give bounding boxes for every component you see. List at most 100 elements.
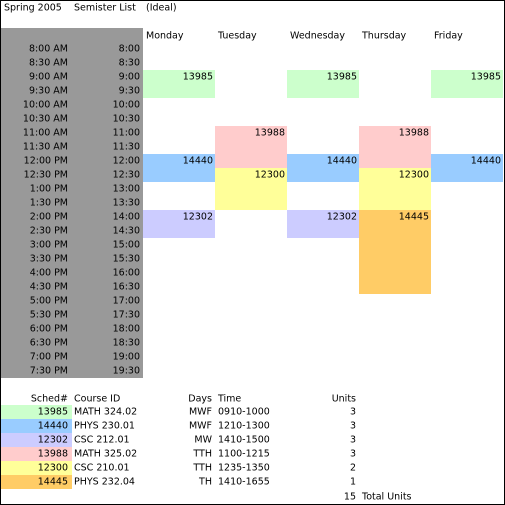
time-ampm: 1:00 PM xyxy=(30,184,68,195)
day-header: Friday xyxy=(434,31,463,42)
class-block xyxy=(431,154,503,182)
time-ampm: 3:30 PM xyxy=(30,254,68,265)
legend-time: 1235-1350 xyxy=(218,463,270,474)
class-block xyxy=(215,168,287,210)
legend-course: CSC 212.01 xyxy=(74,435,130,446)
time-24h: 14:00 xyxy=(113,212,140,223)
legend-swatch xyxy=(1,461,72,475)
legend-swatch xyxy=(1,405,72,419)
time-ampm: 10:00 AM xyxy=(23,100,68,111)
legend-swatch xyxy=(1,419,72,433)
legend-sched: 14445 xyxy=(38,477,68,488)
class-block-label: 13988 xyxy=(399,128,429,139)
legend-course: PHYS 232.04 xyxy=(74,477,135,488)
legend-sched: 12302 xyxy=(38,435,68,446)
time-24h: 17:30 xyxy=(113,310,140,321)
legend-course: MATH 325.02 xyxy=(74,449,137,460)
class-block xyxy=(143,70,215,98)
time-24h: 8:30 xyxy=(119,58,140,69)
term: Spring 2005 xyxy=(4,3,62,14)
legend-header: Sched# xyxy=(31,394,68,405)
legend-course: PHYS 230.01 xyxy=(74,421,135,432)
time-24h: 19:00 xyxy=(113,352,140,363)
class-block-label: 12300 xyxy=(399,170,429,181)
time-ampm: 1:30 PM xyxy=(30,198,68,209)
mode: (Ideal) xyxy=(146,3,177,14)
time-ampm: 5:00 PM xyxy=(30,296,68,307)
legend-units: 3 xyxy=(350,435,356,446)
class-block-label: 14440 xyxy=(471,156,501,167)
class-block-label: 14445 xyxy=(399,212,429,223)
class-block-label: 13985 xyxy=(471,72,501,83)
legend-days: MW xyxy=(194,435,212,446)
time-ampm: 7:30 PM xyxy=(30,366,68,377)
time-24h: 16:00 xyxy=(113,268,140,279)
class-block xyxy=(143,154,215,182)
time-24h: 19:30 xyxy=(113,366,140,377)
time-24h: 12:30 xyxy=(113,170,140,181)
legend-sched: 12300 xyxy=(38,463,68,474)
legend-swatch xyxy=(1,447,72,461)
legend-time: 1100-1215 xyxy=(218,449,270,460)
class-block-label: 14440 xyxy=(327,156,357,167)
day-header: Wednesday xyxy=(290,31,345,42)
time-24h: 10:00 xyxy=(113,100,140,111)
time-ampm: 11:00 AM xyxy=(23,128,68,139)
time-24h: 8:00 xyxy=(119,44,140,55)
class-block xyxy=(431,70,503,98)
time-ampm: 2:00 PM xyxy=(30,212,68,223)
day-header: Thursday xyxy=(361,31,407,42)
time-24h: 10:30 xyxy=(113,114,140,125)
time-24h: 11:30 xyxy=(113,142,140,153)
legend-units: 3 xyxy=(350,407,356,418)
legend-days: TH xyxy=(198,477,212,488)
class-block-label: 14440 xyxy=(183,156,213,167)
time-24h: 9:30 xyxy=(119,86,140,97)
time-24h: 14:30 xyxy=(113,226,140,237)
legend-days: MWF xyxy=(189,407,212,418)
time-24h: 9:00 xyxy=(119,72,140,83)
time-ampm: 4:00 PM xyxy=(30,268,68,279)
class-block xyxy=(287,70,359,98)
time-ampm: 3:00 PM xyxy=(30,240,68,251)
time-ampm: 11:30 AM xyxy=(23,142,68,153)
list-name: Semister List xyxy=(74,3,136,14)
total-units: 15 xyxy=(344,492,356,503)
day-header: Monday xyxy=(146,31,184,42)
legend-units: 3 xyxy=(350,449,356,460)
time-24h: 18:00 xyxy=(113,324,140,335)
class-block-label: 13985 xyxy=(183,72,213,83)
class-block xyxy=(215,126,287,168)
time-ampm: 8:00 AM xyxy=(29,44,68,55)
legend-sched: 13985 xyxy=(38,407,68,418)
legend-header: Course ID xyxy=(74,394,120,405)
legend-swatch xyxy=(1,475,72,489)
legend-sched: 13988 xyxy=(38,449,68,460)
time-24h: 18:30 xyxy=(113,338,140,349)
legend-sched: 14440 xyxy=(38,421,68,432)
time-ampm: 4:30 PM xyxy=(30,282,68,293)
class-block-label: 12302 xyxy=(327,212,357,223)
legend-course: CSC 210.01 xyxy=(74,463,130,474)
time-ampm: 10:30 AM xyxy=(23,114,68,125)
legend-header: Days xyxy=(188,394,212,405)
time-ampm: 12:30 PM xyxy=(24,170,68,181)
time-ampm: 8:30 AM xyxy=(29,58,68,69)
time-ampm: 5:30 PM xyxy=(30,310,68,321)
time-24h: 13:00 xyxy=(113,184,140,195)
legend-course: MATH 324.02 xyxy=(74,407,137,418)
time-ampm: 7:00 PM xyxy=(30,352,68,363)
time-24h: 16:30 xyxy=(113,282,140,293)
class-block xyxy=(359,210,431,294)
legend-days: MWF xyxy=(189,421,212,432)
legend-units: 3 xyxy=(350,421,356,432)
legend-days: TTH xyxy=(192,449,212,460)
class-block xyxy=(287,154,359,182)
time-24h: 17:00 xyxy=(113,296,140,307)
day-header: Tuesday xyxy=(217,31,257,42)
time-ampm: 2:30 PM xyxy=(30,226,68,237)
total-label: Total Units xyxy=(361,492,412,503)
legend-units: 2 xyxy=(350,463,356,474)
legend-time: 1410-1655 xyxy=(218,477,270,488)
